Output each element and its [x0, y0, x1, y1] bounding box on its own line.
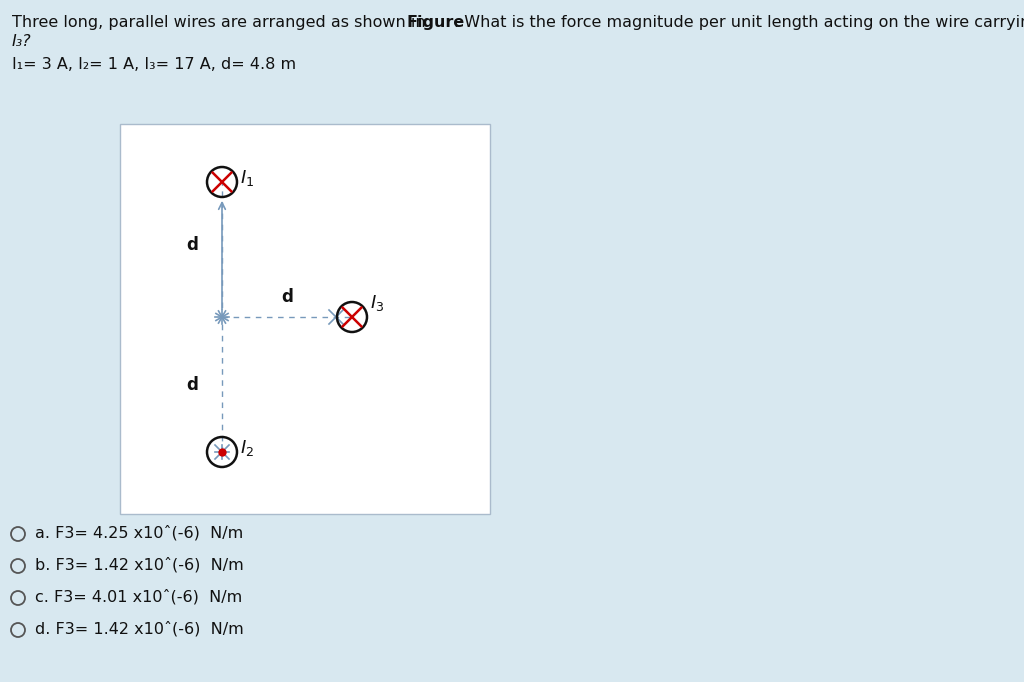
Text: a. F3= 4.25 x10ˆ(-6)  N/m: a. F3= 4.25 x10ˆ(-6) N/m: [35, 525, 244, 541]
Text: b. F3= 1.42 x10ˆ(-6)  N/m: b. F3= 1.42 x10ˆ(-6) N/m: [35, 557, 244, 573]
Text: c. F3= 4.01 x10ˆ(-6)  N/m: c. F3= 4.01 x10ˆ(-6) N/m: [35, 589, 243, 605]
Text: Figure: Figure: [407, 15, 465, 30]
Text: $I_1$: $I_1$: [240, 168, 254, 188]
Text: d: d: [186, 235, 198, 254]
Text: d. F3= 1.42 x10ˆ(-6)  N/m: d. F3= 1.42 x10ˆ(-6) N/m: [35, 621, 244, 637]
Text: $I_3$: $I_3$: [370, 293, 384, 313]
Text: I₁= 3 A, I₂= 1 A, I₃= 17 A, d= 4.8 m: I₁= 3 A, I₂= 1 A, I₃= 17 A, d= 4.8 m: [12, 57, 296, 72]
Text: $I_2$: $I_2$: [240, 438, 254, 458]
Text: . What is the force magnitude per unit length acting on the wire carrying: . What is the force magnitude per unit l…: [454, 15, 1024, 30]
Text: I₃?: I₃?: [12, 34, 32, 49]
Text: Three long, parallel wires are arranged as shown in: Three long, parallel wires are arranged …: [12, 15, 431, 30]
Bar: [120, 124, 490, 514]
Text: d: d: [186, 376, 198, 394]
Text: d: d: [281, 288, 293, 306]
